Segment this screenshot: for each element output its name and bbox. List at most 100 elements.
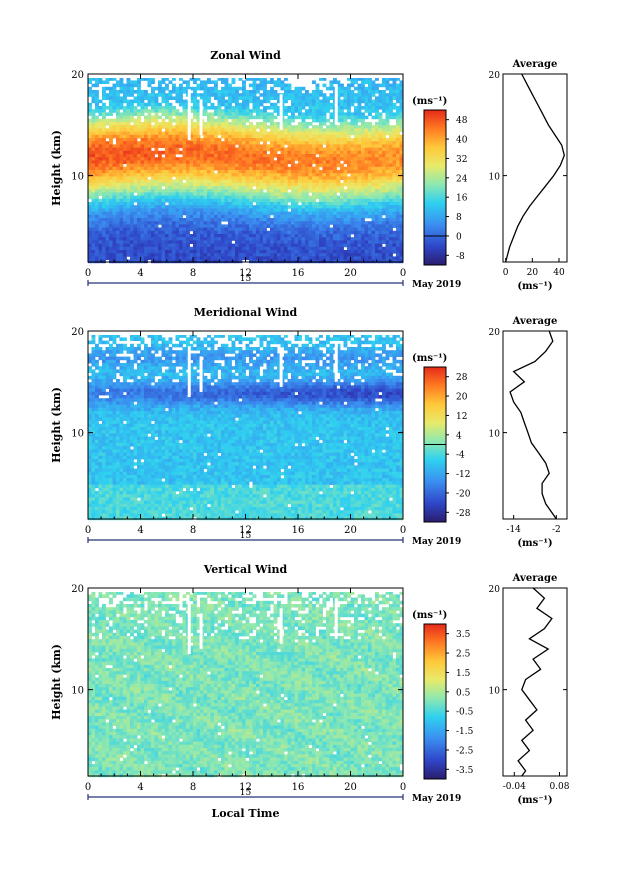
heatmap-cell — [336, 106, 341, 110]
heatmap-cell — [315, 109, 320, 113]
heatmap-cell — [294, 202, 299, 206]
heatmap-cell — [245, 147, 250, 152]
heatmap-cell — [357, 157, 362, 161]
heatmap-cell — [200, 173, 204, 177]
heatmap-cell — [382, 198, 386, 203]
heatmap-cell — [193, 96, 197, 100]
heatmap-cell — [144, 243, 148, 248]
heatmap-cell — [175, 198, 180, 203]
heatmap-cell — [186, 144, 190, 148]
heatmap-cell — [368, 202, 372, 206]
heatmap-cell — [179, 237, 183, 241]
heatmap-cell — [354, 122, 358, 126]
heatmap-cell — [347, 99, 351, 104]
heatmap-cell — [102, 211, 106, 216]
heatmap-cell — [228, 154, 232, 158]
heatmap-cell — [249, 186, 253, 190]
x-tick-label: 20 — [344, 268, 357, 279]
heatmap-cell — [123, 253, 127, 257]
heatmap-cell — [301, 246, 306, 251]
heatmap-cell — [210, 131, 215, 136]
heatmap-cell — [151, 246, 155, 251]
heatmap-cell — [130, 230, 134, 235]
heatmap-cell — [326, 99, 330, 104]
heatmap-cell — [91, 230, 96, 235]
heatmap-cell — [245, 141, 250, 145]
heatmap-cell — [378, 237, 383, 241]
heatmap-cell — [242, 128, 246, 132]
heatmap-cell — [210, 147, 215, 152]
heatmap-cell — [165, 166, 169, 171]
heatmap-cell — [126, 237, 131, 241]
heatmap-cell — [340, 138, 344, 142]
heatmap-cell — [154, 128, 159, 132]
heatmap-cell — [385, 96, 390, 100]
heatmap-cell — [200, 192, 204, 196]
heatmap-cell — [175, 179, 180, 184]
heatmap-cell — [161, 224, 166, 228]
heatmap-cell — [399, 141, 404, 145]
heatmap-cell — [179, 83, 183, 88]
heatmap-cell — [210, 118, 215, 123]
heatmap-cell — [91, 234, 96, 238]
heatmap-cell — [126, 182, 131, 187]
heatmap-cell — [385, 173, 390, 177]
heatmap-cell — [294, 192, 299, 196]
heatmap-cell — [343, 112, 348, 116]
heatmap-cell — [235, 138, 239, 142]
heatmap-cell — [193, 246, 197, 251]
heatmap-cell — [392, 147, 397, 152]
heatmap-cell — [389, 192, 393, 196]
heatmap-cell — [116, 173, 120, 177]
heatmap-cell — [242, 147, 246, 152]
heatmap-cell — [280, 160, 285, 164]
heatmap-cell — [123, 134, 127, 139]
heatmap-cell — [368, 86, 372, 91]
heatmap-cell — [193, 80, 197, 84]
heatmap-cell — [312, 195, 316, 200]
heatmap-cell — [382, 128, 386, 132]
heatmap-cell — [119, 253, 124, 257]
heatmap-cell — [256, 218, 260, 222]
heatmap-cell — [210, 240, 215, 244]
heatmap-cell — [196, 122, 201, 126]
heatmap-cell — [98, 224, 103, 228]
heatmap-cell — [203, 234, 208, 238]
heatmap-cell — [95, 230, 99, 235]
heatmap-cell — [385, 234, 390, 238]
heatmap-cell — [214, 221, 218, 225]
heatmap-cell — [126, 246, 131, 251]
heatmap-cell — [133, 141, 138, 145]
heatmap-cell — [263, 192, 267, 196]
heatmap-cell — [182, 134, 187, 139]
heatmap-cell — [112, 102, 117, 107]
heatmap-cell — [137, 128, 141, 132]
heatmap-cell — [130, 192, 134, 196]
heatmap-cell — [347, 234, 351, 238]
heatmap-cell — [207, 243, 211, 248]
heatmap-cell — [158, 195, 162, 200]
heatmap-cell — [270, 240, 274, 244]
heatmap-cell — [154, 256, 159, 260]
heatmap-cell — [165, 234, 169, 238]
heatmap-cell — [140, 99, 145, 104]
heatmap-cell — [217, 131, 222, 136]
heatmap-cell — [175, 176, 180, 180]
heatmap-cell — [252, 192, 257, 196]
heatmap-cell — [350, 246, 355, 251]
heatmap-cell — [361, 221, 365, 225]
heatmap-cell — [105, 163, 110, 168]
heatmap-cell — [305, 240, 309, 244]
heatmap-cell — [123, 83, 127, 88]
heatmap-cell — [350, 141, 355, 145]
heatmap-cell — [228, 189, 232, 193]
heatmap-cell — [266, 115, 271, 120]
heatmap-cell — [95, 77, 99, 81]
heatmap-cell — [88, 138, 92, 142]
heatmap-cell — [284, 250, 288, 254]
heatmap-cell — [91, 195, 96, 200]
heatmap-cell — [399, 118, 404, 123]
heatmap-cell — [235, 237, 239, 241]
heatmap-cell — [88, 186, 92, 190]
heatmap-cell — [364, 77, 369, 81]
